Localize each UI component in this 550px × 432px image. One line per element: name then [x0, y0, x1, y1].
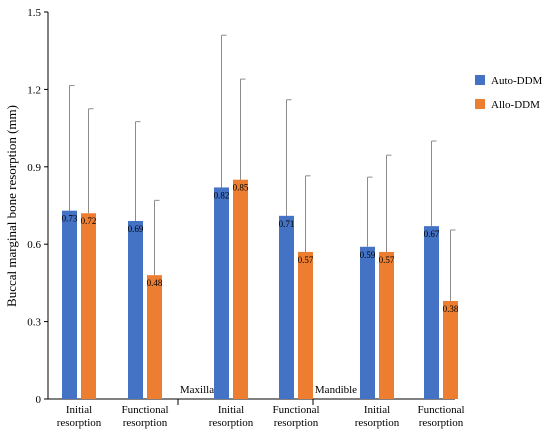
x-category-label: resorption: [355, 417, 400, 429]
x-axis-labels: InitialresorptionFunctionalresorptionIni…: [57, 404, 465, 429]
bar: [62, 210, 77, 399]
y-tick-label: 0: [36, 394, 42, 406]
x-category-label: Initial: [66, 404, 92, 416]
data-label: 0.72: [81, 216, 97, 226]
legend-swatch: [475, 99, 485, 109]
y-tick-label: 1.2: [27, 84, 41, 96]
bars: [62, 179, 458, 399]
data-label: 0.82: [214, 190, 230, 200]
x-category-label: resorption: [123, 417, 168, 429]
y-tick-label: 0.9: [27, 162, 41, 174]
legend-label: Allo-DDM: [491, 99, 540, 111]
bar: [279, 215, 294, 399]
group-label: Maxilla: [180, 384, 214, 396]
y-axis-label: Buccal marginal bone resorption (mm): [4, 105, 19, 307]
legend-label: Auto-DDM: [491, 75, 543, 87]
y-tick-label: 0.6: [27, 239, 41, 251]
legend-swatch: [475, 75, 485, 85]
y-tick-label: 0.3: [27, 317, 41, 329]
data-label: 0.71: [279, 219, 295, 229]
data-label: 0.59: [360, 250, 376, 260]
bar: [379, 251, 394, 399]
group-label: Mandible: [315, 384, 357, 396]
data-label: 0.38: [443, 304, 459, 314]
y-tick-label: 1.5: [27, 7, 41, 19]
x-category-label: Functional: [272, 404, 319, 416]
bar: [214, 187, 229, 399]
x-category-label: resorption: [209, 417, 254, 429]
y-axis-ticks: 0 0.3 0.6 0.9 1.2 1.5: [27, 7, 48, 406]
legend: Auto-DDM Allo-DDM: [475, 75, 543, 111]
group-labels: Maxilla Mandible: [177, 384, 357, 405]
data-label: 0.69: [128, 224, 144, 234]
bar: [360, 246, 375, 399]
bar: [147, 275, 162, 399]
bar: [81, 213, 96, 399]
x-category-label: resorption: [419, 417, 464, 429]
data-labels: 0.73 0.720.690.480.820.850.710.570.590.57…: [62, 183, 459, 314]
data-label: 0.57: [298, 255, 314, 265]
data-label: 0.57: [379, 255, 395, 265]
x-category-label: resorption: [57, 417, 102, 429]
bar: [233, 179, 248, 399]
data-label: 0.73: [62, 214, 78, 224]
bar: [298, 251, 313, 399]
data-label: 0.48: [147, 278, 163, 288]
x-category-label: Functional: [417, 404, 464, 416]
x-category-label: resorption: [274, 417, 319, 429]
x-category-label: Initial: [218, 404, 244, 416]
x-category-label: Initial: [364, 404, 390, 416]
x-category-label: Functional: [121, 404, 168, 416]
error-bars: [69, 34, 456, 301]
data-label: 0.67: [424, 229, 440, 239]
bar: [128, 220, 143, 399]
bar: [443, 300, 458, 399]
bar: [424, 226, 439, 399]
data-label: 0.85: [233, 183, 249, 193]
